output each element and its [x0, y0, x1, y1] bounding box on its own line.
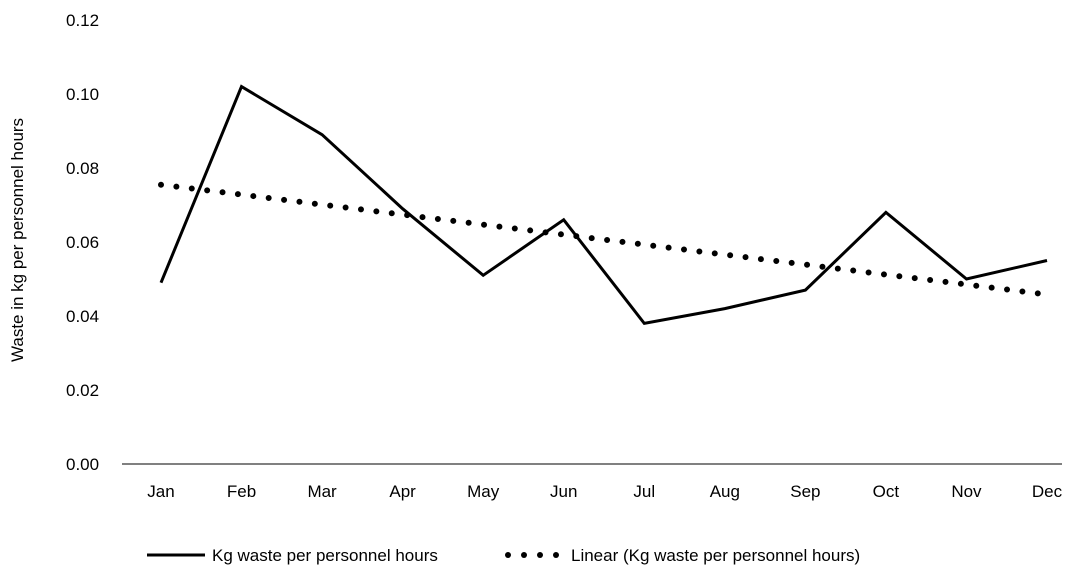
legend-dot — [521, 552, 527, 558]
x-tick-label: Mar — [307, 482, 337, 501]
y-tick-label: 0.06 — [66, 233, 99, 252]
x-tick-label: Apr — [389, 482, 416, 501]
x-tick-label: Dec — [1032, 482, 1063, 501]
y-axis-title: Waste in kg per personnel hours — [8, 118, 27, 362]
y-tick-label: 0.08 — [66, 159, 99, 178]
legend-dot — [505, 552, 511, 558]
legend-label-kg-waste: Kg waste per personnel hours — [212, 546, 438, 565]
x-tick-label: Aug — [710, 482, 740, 501]
y-tick-label: 0.00 — [66, 455, 99, 474]
x-tick-label: Oct — [873, 482, 900, 501]
x-tick-label: Sep — [790, 482, 820, 501]
x-axis-ticks: Jan Feb Mar Apr May Jun Jul Aug Sep Oct Nov Dec — [147, 482, 1062, 501]
y-axis-ticks: 0.00 0.02 0.04 0.06 0.08 0.10 0.12 — [66, 11, 99, 474]
y-tick-label: 0.12 — [66, 11, 99, 30]
x-tick-label: Jul — [633, 482, 655, 501]
legend: Kg waste per personnel hours Linear (Kg … — [147, 546, 860, 565]
y-tick-label: 0.04 — [66, 307, 99, 326]
x-tick-label: Feb — [227, 482, 256, 501]
y-tick-label: 0.02 — [66, 381, 99, 400]
legend-dot — [553, 552, 559, 558]
series-line — [161, 87, 1047, 324]
series-layer — [161, 87, 1047, 324]
y-tick-label: 0.10 — [66, 85, 99, 104]
x-tick-label: Jan — [147, 482, 174, 501]
trend-line — [161, 185, 1047, 295]
series-linear-trend — [161, 185, 1047, 295]
legend-dot — [537, 552, 543, 558]
legend-swatch-linear-trend — [505, 552, 559, 558]
x-tick-label: Nov — [951, 482, 982, 501]
x-tick-label: May — [467, 482, 500, 501]
x-tick-label: Jun — [550, 482, 577, 501]
legend-label-linear-trend: Linear (Kg waste per personnel hours) — [571, 546, 860, 565]
series-kg-waste — [161, 87, 1047, 324]
